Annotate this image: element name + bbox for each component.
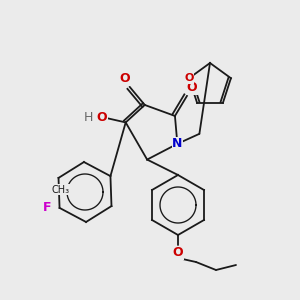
- Text: F: F: [43, 201, 52, 214]
- Text: O: O: [96, 111, 107, 124]
- Text: O: O: [187, 81, 197, 94]
- Text: O: O: [184, 73, 194, 83]
- Text: CH₃: CH₃: [51, 185, 70, 195]
- Text: O: O: [119, 73, 130, 85]
- Text: H: H: [84, 111, 93, 124]
- Text: N: N: [172, 137, 183, 150]
- Text: O: O: [173, 247, 183, 260]
